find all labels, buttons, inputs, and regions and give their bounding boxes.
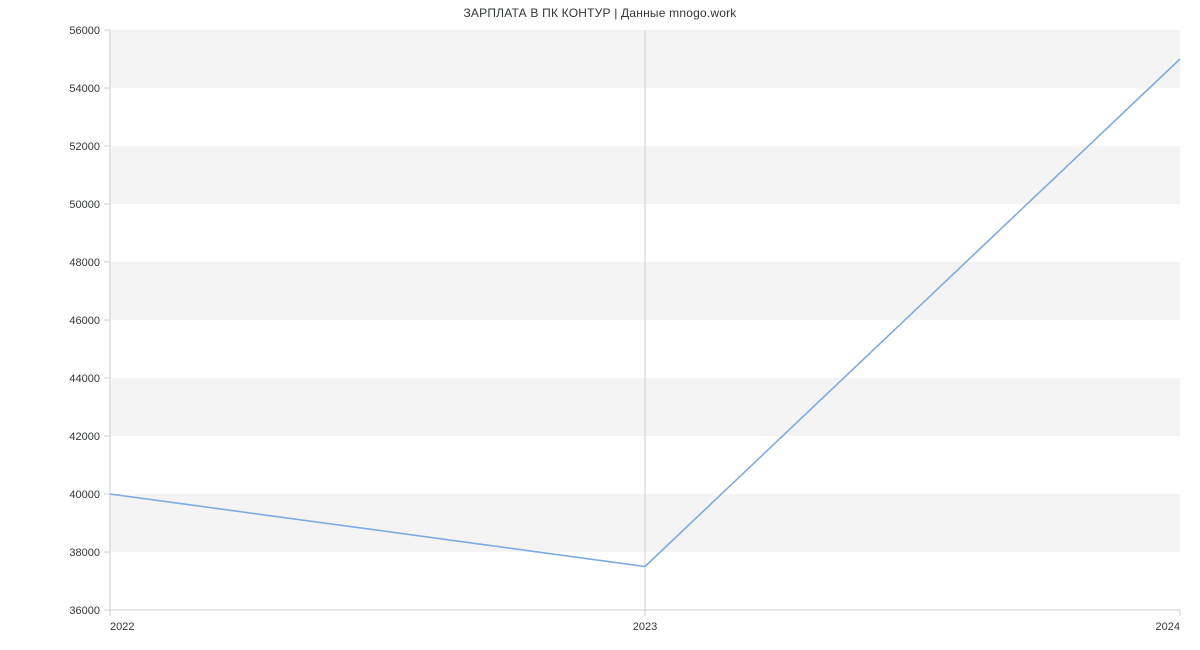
y-tick-label: 42000 — [69, 431, 100, 443]
y-tick-label: 52000 — [69, 141, 100, 153]
y-tick-label: 48000 — [69, 257, 100, 269]
y-tick-label: 56000 — [69, 25, 100, 37]
y-tick-label: 46000 — [69, 315, 100, 327]
y-tick-label: 38000 — [69, 547, 100, 559]
y-tick-label: 36000 — [69, 605, 100, 617]
x-tick-label: 2024 — [1156, 621, 1180, 633]
chart-title: ЗАРПЛАТА В ПК КОНТУР | Данные mnogo.work — [0, 6, 1200, 20]
x-tick-label: 2023 — [633, 621, 657, 633]
salary-line-chart: ЗАРПЛАТА В ПК КОНТУР | Данные mnogo.work… — [0, 0, 1200, 650]
y-tick-label: 50000 — [69, 199, 100, 211]
chart-svg: 36000 38000 40000 42000 44000 46000 48000 50000… — [0, 0, 1200, 650]
y-tick-label: 54000 — [69, 83, 100, 95]
x-tick-label: 2022 — [110, 621, 134, 633]
y-tick-label: 44000 — [69, 373, 100, 385]
y-tick-label: 40000 — [69, 489, 100, 501]
